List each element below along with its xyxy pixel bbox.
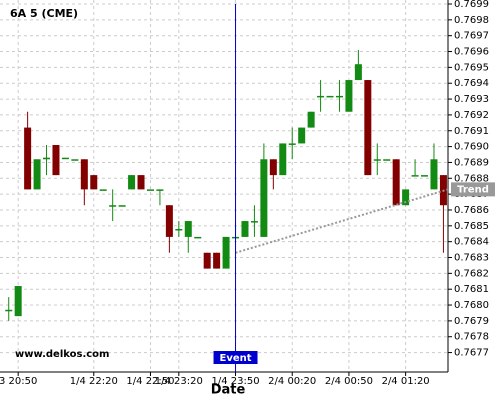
y-tick-label: 0.7697 — [454, 31, 489, 42]
candle-body — [250, 221, 258, 223]
candle-body — [99, 189, 107, 191]
candle-body — [156, 189, 164, 191]
y-tick-label: 0.7686 — [454, 205, 489, 216]
trend-label-box — [451, 182, 495, 197]
y-tick-label: 0.7678 — [454, 332, 489, 343]
candle-body — [241, 221, 249, 237]
y-tick-label: 0.7681 — [454, 284, 489, 295]
candle-body — [364, 80, 372, 176]
candle-body — [109, 205, 117, 207]
candle-body — [392, 159, 400, 206]
candle-body — [61, 157, 69, 160]
candle-body — [90, 175, 98, 190]
y-tick-label: 0.7688 — [454, 173, 489, 184]
candle-body — [222, 236, 230, 269]
candle-body — [128, 175, 136, 190]
y-tick-label: 0.7695 — [454, 62, 489, 73]
candle-body — [5, 309, 13, 312]
y-tick-label: 0.7694 — [454, 78, 489, 89]
candle-body — [279, 143, 287, 176]
candle-body — [317, 95, 325, 98]
y-tick-label: 0.7693 — [454, 94, 489, 105]
y-tick-label: 0.7692 — [454, 110, 489, 121]
y-tick-label: 0.7696 — [454, 47, 489, 58]
x-tick-label: 1/4 23:50 — [211, 376, 259, 387]
y-tick-label: 0.7699 — [454, 0, 489, 10]
y-tick-label: 0.7677 — [454, 348, 489, 359]
candle-body — [288, 143, 296, 145]
candle-body — [71, 159, 79, 161]
x-tick-label: 3 20:50 — [0, 376, 37, 387]
y-tick-label: 0.7679 — [454, 316, 489, 327]
y-tick-label: 0.7682 — [454, 268, 489, 279]
candle-body — [298, 127, 306, 144]
candle-body — [335, 95, 343, 98]
candle-body — [52, 145, 60, 176]
event-label: Event — [220, 353, 252, 364]
y-tick-label: 0.7685 — [454, 221, 489, 232]
candle-body — [165, 205, 173, 237]
candle-body — [326, 95, 334, 98]
x-tick-label: 1/4 23:20 — [155, 376, 203, 387]
candle-body — [194, 236, 202, 239]
x-axis-label: Date — [211, 383, 246, 398]
candle-body — [307, 111, 315, 128]
candle-body — [345, 80, 353, 112]
candle-body — [260, 159, 268, 237]
trend-line — [235, 188, 449, 254]
y-tick-label: 0.7691 — [454, 126, 489, 137]
candle-body — [137, 175, 145, 190]
candle-body — [184, 221, 192, 237]
y-tick-label: 0.7680 — [454, 300, 489, 311]
candle-body — [213, 252, 221, 269]
candle-body — [175, 228, 183, 231]
grid — [0, 0, 448, 370]
candle-body — [354, 64, 362, 81]
trend-label: Trend — [457, 184, 489, 195]
candle-body — [146, 189, 154, 191]
candle-body — [14, 286, 22, 317]
candle-body — [411, 175, 419, 177]
candle-body — [421, 175, 429, 177]
candle-body — [383, 159, 391, 161]
candle-body — [373, 159, 381, 161]
x-tick-label: 1/4 22:20 — [70, 376, 118, 387]
y-tick-label: 0.7683 — [454, 253, 489, 264]
x-tick-label: 2/4 00:50 — [325, 376, 373, 387]
candle-body — [24, 127, 32, 190]
x-tick-label: 2/4 00:20 — [268, 376, 316, 387]
y-tick-label: 0.7684 — [454, 237, 489, 248]
candle-body — [33, 159, 41, 190]
y-tick-label: 0.7698 — [454, 15, 489, 26]
candle-body — [43, 157, 51, 160]
chart-title: 6A 5 (CME) — [10, 7, 78, 20]
candle-body — [203, 252, 211, 269]
candle-body — [269, 159, 277, 176]
x-tick-label: 2/4 01:20 — [382, 376, 430, 387]
y-tick-label: 0.7690 — [454, 142, 489, 153]
x-tick-label: 1/4 22:50 — [126, 376, 174, 387]
y-tick-label: 0.7689 — [454, 157, 489, 168]
event-label-box — [213, 351, 258, 364]
candle-body — [402, 189, 410, 206]
watermark: www.delkos.com — [15, 349, 109, 360]
candle-body — [80, 159, 88, 190]
candle-body — [118, 205, 126, 207]
candle-body — [430, 159, 438, 190]
